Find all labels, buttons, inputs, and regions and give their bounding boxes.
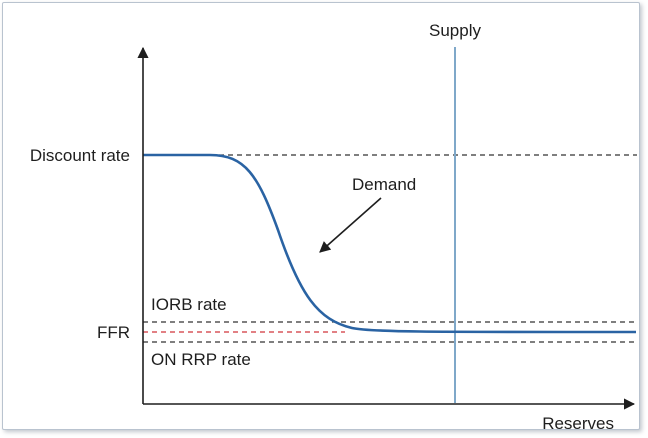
- ffr-label: FFR: [97, 323, 130, 342]
- demand-label: Demand: [352, 175, 416, 194]
- demand-curve: [143, 153, 637, 334]
- demand-pointer-arrow: [319, 197, 382, 253]
- x-axis-label: Reserves: [542, 414, 614, 433]
- supply-label: Supply: [429, 21, 481, 40]
- diagram-frame: [2, 2, 640, 430]
- on-rrp-rate-label: ON RRP rate: [151, 350, 251, 369]
- iorb-rate-label: IORB rate: [151, 295, 227, 314]
- discount-rate-label: Discount rate: [30, 146, 130, 165]
